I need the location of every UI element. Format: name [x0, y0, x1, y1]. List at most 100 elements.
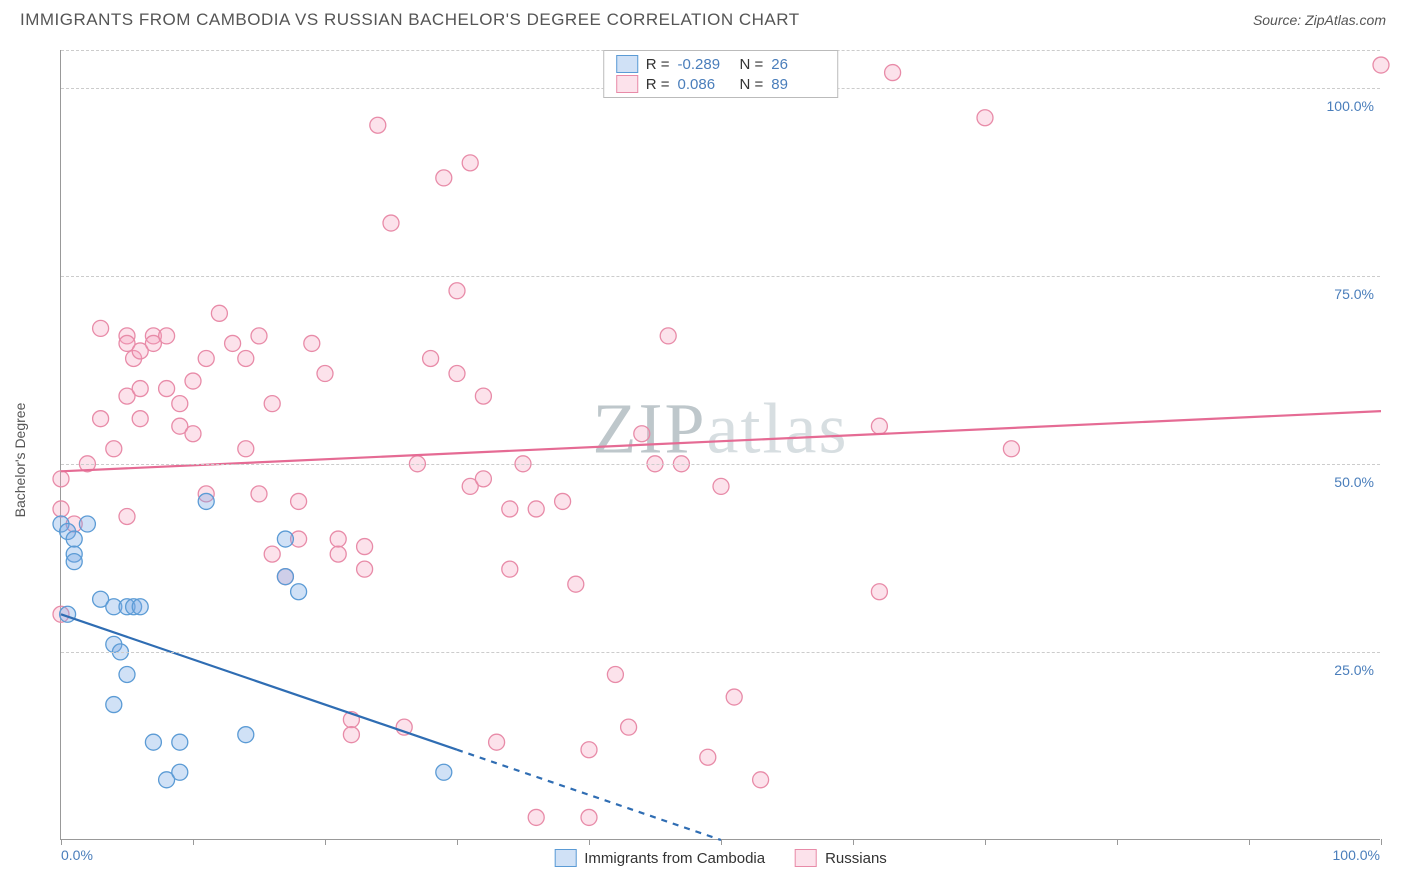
- x-tick-mark: [457, 839, 458, 845]
- data-point: [132, 411, 148, 427]
- data-point: [198, 493, 214, 509]
- x-tick-mark: [1381, 839, 1382, 845]
- y-axis-label: Bachelor's Degree: [12, 403, 28, 518]
- data-point: [436, 764, 452, 780]
- data-point: [660, 328, 676, 344]
- legend-stat-row: R = -0.289 N = 26: [616, 55, 826, 73]
- x-tick-mark: [721, 839, 722, 845]
- x-tick-mark: [61, 839, 62, 845]
- data-point: [291, 584, 307, 600]
- data-point: [79, 516, 95, 532]
- data-point: [885, 65, 901, 81]
- x-tick-label: 100.0%: [1333, 847, 1380, 863]
- stat-n-value: 26: [771, 56, 825, 73]
- trend-line: [61, 411, 1381, 471]
- data-point: [119, 666, 135, 682]
- x-tick-mark: [589, 839, 590, 845]
- data-point: [607, 666, 623, 682]
- data-point: [502, 561, 518, 577]
- data-point: [66, 531, 82, 547]
- data-point: [383, 215, 399, 231]
- x-tick-mark: [985, 839, 986, 845]
- data-point: [700, 749, 716, 765]
- chart-svg: [61, 50, 1381, 840]
- data-point: [106, 697, 122, 713]
- x-tick-mark: [1249, 839, 1250, 845]
- data-point: [251, 328, 267, 344]
- legend-label: Immigrants from Cambodia: [584, 850, 765, 867]
- data-point: [106, 441, 122, 457]
- data-point: [264, 546, 280, 562]
- data-point: [145, 734, 161, 750]
- data-point: [555, 493, 571, 509]
- stat-r-value: -0.289: [678, 56, 732, 73]
- stat-r-label: R =: [646, 76, 670, 93]
- data-point: [330, 531, 346, 547]
- data-point: [343, 727, 359, 743]
- data-point: [581, 809, 597, 825]
- data-point: [119, 508, 135, 524]
- data-point: [475, 471, 491, 487]
- data-point: [1373, 57, 1389, 73]
- data-point: [185, 373, 201, 389]
- data-point: [357, 539, 373, 555]
- data-point: [251, 486, 267, 502]
- data-point: [225, 335, 241, 351]
- legend-stat-row: R =0.086N =89: [616, 75, 826, 93]
- data-point: [53, 471, 69, 487]
- legend-swatch: [795, 849, 817, 867]
- data-point: [159, 328, 175, 344]
- data-point: [66, 554, 82, 570]
- data-point: [277, 531, 293, 547]
- data-point: [211, 305, 227, 321]
- legend-label: Russians: [825, 850, 887, 867]
- legend-swatch: [616, 75, 638, 93]
- trend-line-dash: [457, 750, 721, 840]
- data-point: [726, 689, 742, 705]
- source-label: Source: ZipAtlas.com: [1253, 12, 1386, 28]
- data-point: [462, 155, 478, 171]
- data-point: [568, 576, 584, 592]
- data-point: [502, 501, 518, 517]
- legend-swatch: [554, 849, 576, 867]
- data-point: [871, 418, 887, 434]
- legend-item: Immigrants from Cambodia: [554, 849, 765, 867]
- legend-swatch: [616, 55, 638, 73]
- stat-r-label: R =: [646, 56, 670, 73]
- data-point: [132, 381, 148, 397]
- data-point: [621, 719, 637, 735]
- gridline: [61, 464, 1380, 465]
- data-point: [238, 727, 254, 743]
- legend-stats: R = -0.289 N = 26 R =0.086N =89: [603, 50, 839, 98]
- x-tick-label: 0.0%: [61, 847, 93, 863]
- y-tick-label: 25.0%: [1334, 662, 1374, 678]
- plot-area: ZIPatlas R =-0.289N =26R =0.086N =89 Imm…: [60, 50, 1380, 840]
- chart-container: Bachelor's Degree ZIPatlas R =-0.289N =2…: [30, 50, 1390, 870]
- data-point: [528, 809, 544, 825]
- x-tick-mark: [1117, 839, 1118, 845]
- data-point: [634, 426, 650, 442]
- data-point: [172, 764, 188, 780]
- chart-title: IMMIGRANTS FROM CAMBODIA VS RUSSIAN BACH…: [20, 10, 800, 30]
- stat-n-value: 89: [771, 76, 825, 93]
- y-tick-label: 50.0%: [1334, 474, 1374, 490]
- data-point: [238, 441, 254, 457]
- data-point: [528, 501, 544, 517]
- data-point: [423, 350, 439, 366]
- data-point: [264, 396, 280, 412]
- data-point: [132, 599, 148, 615]
- legend-series: Immigrants from Cambodia Russians: [554, 849, 887, 867]
- legend-item: Russians: [795, 849, 887, 867]
- stat-n-label: N =: [740, 56, 764, 73]
- y-tick-label: 75.0%: [1334, 286, 1374, 302]
- data-point: [238, 350, 254, 366]
- data-point: [185, 426, 201, 442]
- header: IMMIGRANTS FROM CAMBODIA VS RUSSIAN BACH…: [0, 0, 1406, 34]
- data-point: [489, 734, 505, 750]
- data-point: [304, 335, 320, 351]
- gridline: [61, 652, 1380, 653]
- data-point: [436, 170, 452, 186]
- data-point: [977, 110, 993, 126]
- data-point: [93, 320, 109, 336]
- data-point: [172, 396, 188, 412]
